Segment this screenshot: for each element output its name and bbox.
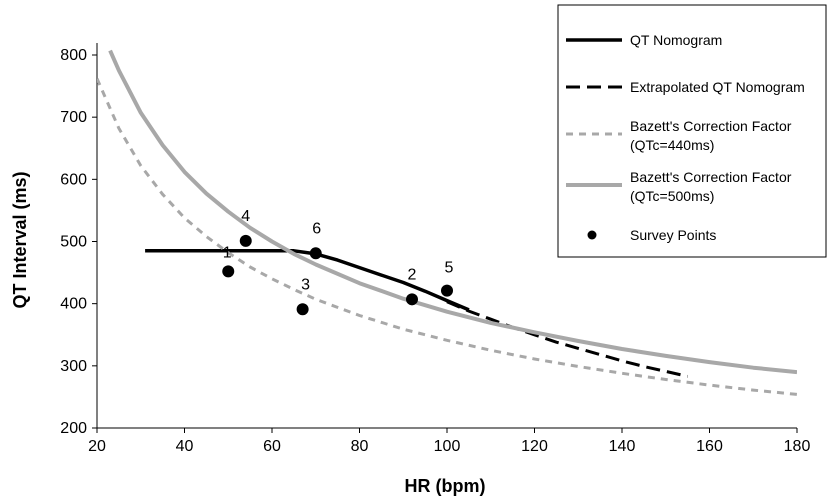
y-tick-label: 300 — [60, 358, 87, 375]
x-tick-label: 60 — [263, 438, 281, 455]
survey-point — [239, 234, 252, 247]
survey-point — [406, 293, 418, 306]
axes: 20 40 60 80 100 120 140 160 180 200 300 400 500 600 70… — [60, 43, 810, 455]
x-tick-label: 40 — [176, 438, 194, 455]
legend-marker — [587, 230, 597, 240]
legend-label: Extrapolated QT Nomogram — [630, 79, 805, 95]
y-tick-label: 400 — [60, 296, 87, 313]
survey-point-label: 3 — [301, 276, 310, 293]
series-line-3 — [97, 77, 797, 396]
y-tick-label: 200 — [60, 420, 87, 437]
x-tick-label: 140 — [609, 438, 636, 455]
x-tick-label: 120 — [521, 438, 548, 455]
legend-label-line2: (QTc=500ms) — [630, 188, 714, 204]
y-tick-label: 700 — [60, 109, 87, 126]
y-axis-title: QT Interval (ms) — [10, 171, 30, 308]
y-tick-label: 800 — [60, 47, 87, 64]
survey-point-label: 4 — [241, 208, 250, 225]
survey-points-layer: 1 2 3 4 5 6 — [222, 208, 454, 316]
legend-box — [557, 4, 827, 258]
legend-label-line2: (QTc=440ms) — [630, 137, 714, 153]
survey-point — [222, 265, 235, 278]
series-line-1 — [145, 249, 470, 312]
survey-point-label: 1 — [223, 244, 232, 261]
series-line-2 — [446, 300, 688, 378]
legend-label: Bazett's Correction Factor — [630, 169, 792, 185]
x-axis-title: HR (bpm) — [405, 476, 486, 496]
survey-point-label: 2 — [408, 266, 417, 283]
x-tick-label: 100 — [434, 438, 461, 455]
x-tick-label: 160 — [696, 438, 723, 455]
survey-point-label: 6 — [312, 220, 321, 237]
survey-point — [309, 247, 322, 260]
x-tick-label: 20 — [88, 438, 106, 455]
legend-label: Bazett's Correction Factor — [630, 118, 792, 134]
y-tick-label: 500 — [60, 234, 87, 251]
x-tick-label: 180 — [784, 438, 811, 455]
legend-label: QT Nomogram — [630, 32, 722, 48]
survey-point — [441, 284, 453, 297]
series-layer — [97, 49, 797, 396]
y-tick-label: 600 — [60, 171, 87, 188]
legend-label: Survey Points — [630, 227, 716, 243]
x-tick-label: 80 — [351, 438, 369, 455]
series-line-4 — [108, 49, 797, 375]
legend: QT Nomogram Extrapolated QT Nomogram Bazet… — [557, 4, 827, 258]
survey-point-label: 5 — [445, 260, 454, 277]
survey-point — [296, 303, 309, 316]
